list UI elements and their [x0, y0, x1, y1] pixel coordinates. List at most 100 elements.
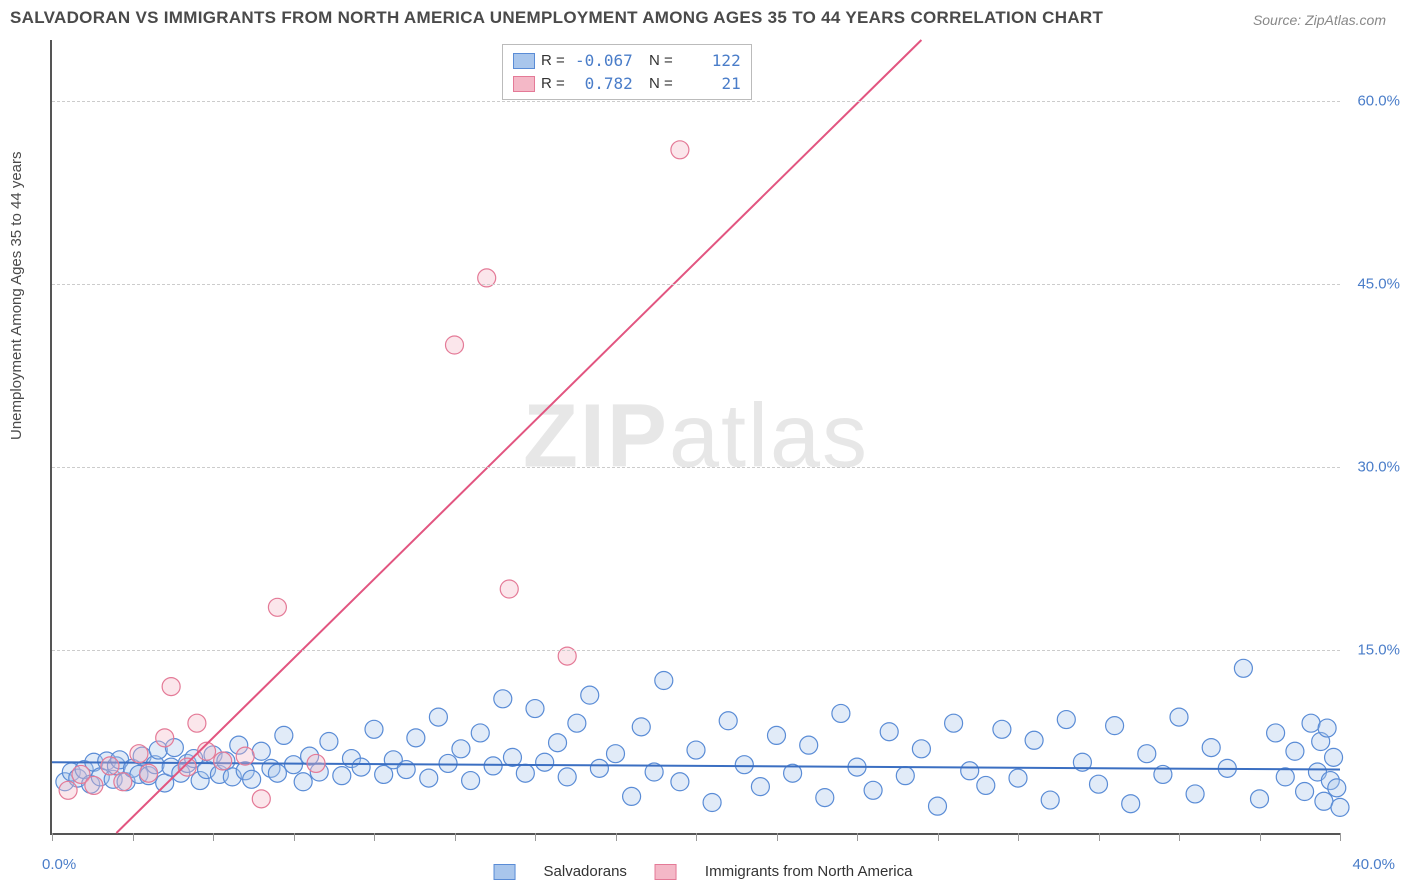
data-point [420, 769, 438, 787]
data-point [156, 729, 174, 747]
chart-source: Source: ZipAtlas.com [1253, 12, 1386, 28]
data-point [1122, 795, 1140, 813]
data-point [130, 745, 148, 763]
data-point [1267, 724, 1285, 742]
data-point [307, 754, 325, 772]
x-max-label: 40.0% [1352, 856, 1395, 873]
data-point [912, 740, 930, 758]
data-point [671, 773, 689, 791]
data-point [236, 747, 254, 765]
data-point [252, 790, 270, 808]
data-point [549, 734, 567, 752]
x-tick [1018, 833, 1019, 841]
plot-svg [52, 40, 1340, 833]
data-point [945, 714, 963, 732]
data-point [1302, 714, 1320, 732]
data-point [526, 700, 544, 718]
data-point [536, 753, 554, 771]
gridline [52, 650, 1340, 651]
x-tick [1340, 833, 1341, 841]
data-point [1276, 768, 1294, 786]
data-point [462, 772, 480, 790]
x-tick [1179, 833, 1180, 841]
n-label-a: N = [649, 52, 673, 69]
data-point [832, 704, 850, 722]
data-point [1057, 711, 1075, 729]
chart-title: SALVADORAN VS IMMIGRANTS FROM NORTH AMER… [10, 8, 1103, 28]
data-point [558, 768, 576, 786]
plot-area: ZIPatlas R = -0.067 N = 122 R = 0.782 N … [50, 40, 1340, 835]
data-point [59, 781, 77, 799]
data-point [1090, 775, 1108, 793]
data-point [500, 580, 518, 598]
gridline [52, 101, 1340, 102]
data-point [178, 758, 196, 776]
data-point [268, 764, 286, 782]
data-point [1325, 748, 1343, 766]
data-point [993, 720, 1011, 738]
legend-label-b: Immigrants from North America [705, 863, 913, 880]
data-point [85, 776, 103, 794]
data-point [1170, 708, 1188, 726]
data-point [1286, 742, 1304, 760]
data-point [333, 767, 351, 785]
data-point [243, 770, 261, 788]
y-tick-label: 45.0% [1357, 276, 1400, 293]
y-tick-label: 15.0% [1357, 642, 1400, 659]
data-point [632, 718, 650, 736]
data-point [1328, 779, 1346, 797]
data-point [1025, 731, 1043, 749]
data-point [214, 752, 232, 770]
data-point [452, 740, 470, 758]
x-tick [52, 833, 53, 841]
x-tick [1260, 833, 1261, 841]
x-tick [938, 833, 939, 841]
data-point [352, 758, 370, 776]
legend-label-a: Salvadorans [544, 863, 627, 880]
data-point [252, 742, 270, 760]
data-point [671, 141, 689, 159]
data-point [896, 767, 914, 785]
data-point [977, 776, 995, 794]
data-point [1202, 739, 1220, 757]
y-tick-label: 60.0% [1357, 93, 1400, 110]
data-point [140, 764, 158, 782]
data-point [516, 764, 534, 782]
data-point [1009, 769, 1027, 787]
data-point [1138, 745, 1156, 763]
data-point [880, 723, 898, 741]
corr-row-b: R = 0.782 N = 21 [513, 72, 741, 95]
gridline [52, 467, 1340, 468]
x-tick [374, 833, 375, 841]
data-point [816, 789, 834, 807]
data-point [623, 787, 641, 805]
data-point [719, 712, 737, 730]
x-tick [857, 833, 858, 841]
data-point [1251, 790, 1269, 808]
data-point [503, 748, 521, 766]
data-point [294, 773, 312, 791]
y-axis-label: Unemployment Among Ages 35 to 44 years [8, 151, 25, 440]
data-point [1296, 783, 1314, 801]
corr-row-a: R = -0.067 N = 122 [513, 49, 741, 72]
data-point [268, 598, 286, 616]
legend-swatch-a [494, 864, 516, 880]
data-point [320, 733, 338, 751]
data-point [1106, 717, 1124, 735]
data-point [800, 736, 818, 754]
data-point [484, 757, 502, 775]
data-point [929, 797, 947, 815]
y-tick-label: 30.0% [1357, 459, 1400, 476]
data-point [607, 745, 625, 763]
data-point [162, 678, 180, 696]
gridline [52, 284, 1340, 285]
n-label-b: N = [649, 75, 673, 92]
swatch-series-a [513, 53, 535, 69]
x-zero-label: 0.0% [42, 856, 76, 873]
data-point [864, 781, 882, 799]
data-point [1331, 798, 1349, 816]
data-point [751, 778, 769, 796]
data-point [961, 762, 979, 780]
data-point [687, 741, 705, 759]
data-point [1041, 791, 1059, 809]
